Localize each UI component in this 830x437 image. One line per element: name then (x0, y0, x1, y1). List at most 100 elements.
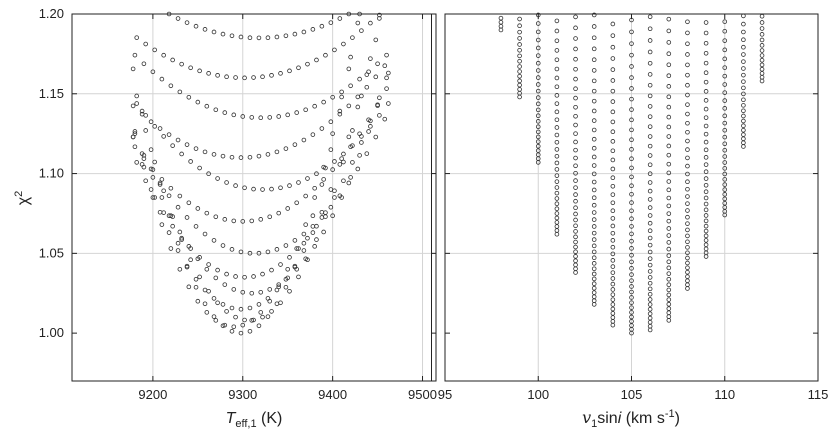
left-data-point (265, 249, 271, 255)
left-data-point (204, 210, 210, 216)
right-data-point (703, 115, 709, 120)
left-data-point (143, 128, 148, 133)
right-data-point (610, 44, 616, 50)
right-data-point (647, 242, 653, 248)
left-data-point (373, 134, 379, 140)
right-data-point (629, 137, 634, 143)
right-data-point (703, 60, 709, 66)
right-data-point (647, 280, 653, 286)
left-data-point (211, 29, 217, 35)
left-data-point (249, 290, 255, 296)
right-data-point (535, 134, 541, 140)
left-data-point (310, 27, 316, 32)
right-data-point (647, 143, 653, 149)
left-data-point (368, 56, 373, 61)
left-data-point (193, 224, 199, 229)
right-data-point (722, 182, 728, 187)
right-data-point (629, 86, 634, 91)
left-data-point (139, 108, 145, 114)
left-data-point (384, 75, 389, 81)
left-data-point (366, 117, 371, 123)
left-data-point (287, 288, 292, 294)
left-data-point (366, 69, 371, 75)
right-data-point (647, 327, 653, 333)
right-data-point (666, 187, 672, 193)
right-data-point (722, 19, 728, 24)
right-data-point (647, 49, 653, 55)
right-data-point (591, 210, 597, 215)
left-data-point (337, 193, 343, 199)
left-data-point (175, 137, 181, 143)
left-data-point (337, 16, 343, 21)
right-data-point (703, 30, 709, 36)
right-data-point (573, 76, 578, 82)
right-data-point (610, 129, 616, 135)
left-data-point (274, 149, 280, 155)
right-data-point (610, 223, 616, 229)
right-data-point (666, 161, 672, 167)
left-data-point (168, 83, 174, 89)
left-data-point (215, 267, 220, 273)
right-data-point (741, 132, 746, 137)
right-data-point (666, 40, 672, 45)
right-data-point (703, 201, 709, 207)
right-data-point (610, 139, 616, 144)
right-data-point (703, 254, 709, 259)
right-data-point (722, 65, 728, 70)
left-data-point (188, 257, 193, 262)
left-data-point (301, 240, 307, 246)
right-data-point (535, 148, 541, 153)
left-data-point (193, 276, 199, 282)
left-data-point (285, 267, 291, 272)
left-data-point (339, 94, 344, 100)
right-data-point (685, 286, 690, 291)
right-data-point (629, 246, 634, 251)
right-x-tick-label: 105 (621, 387, 643, 402)
left-data-point (332, 195, 337, 200)
right-data-point (535, 124, 541, 130)
right-data-point (573, 258, 578, 264)
right-points (498, 12, 765, 336)
right-x-axis-label: v1sini (km s-1) (582, 408, 680, 430)
left-data-point (233, 183, 238, 188)
right-data-point (591, 271, 597, 277)
left-data-point (296, 65, 301, 71)
right-data-point (722, 120, 728, 126)
right-data-point (591, 163, 597, 168)
right-data-point (591, 98, 597, 104)
left-data-point (177, 89, 183, 95)
left-data-point (141, 61, 147, 67)
right-data-point (591, 108, 597, 114)
left-data-point (258, 115, 264, 121)
right-data-point (610, 315, 616, 320)
left-data-point (285, 112, 291, 118)
right-data-point (498, 20, 504, 25)
left-data-point (148, 147, 154, 152)
left-data-point (285, 206, 291, 211)
right-data-point (647, 197, 653, 202)
left-data-point (355, 166, 361, 172)
right-data-point (573, 229, 578, 234)
right-data-point (685, 260, 690, 266)
left-data-point (332, 159, 337, 164)
right-data-point (685, 52, 690, 57)
left-data-point (231, 218, 237, 224)
right-data-point (610, 302, 616, 307)
right-data-point (685, 278, 690, 284)
right-data-point (573, 95, 578, 101)
left-data-point (130, 134, 136, 140)
right-data-point (741, 136, 746, 142)
right-data-point (647, 235, 653, 241)
left-data-point (139, 111, 145, 117)
left-data-point (328, 147, 334, 152)
left-data-point (274, 287, 280, 293)
right-data-point (647, 171, 653, 177)
left-data-point (166, 193, 172, 199)
right-data-point (703, 246, 709, 252)
left-data-point (287, 183, 292, 188)
left-data-point (231, 324, 237, 330)
left-data-point (242, 185, 247, 191)
right-data-point (573, 155, 578, 161)
right-data-point (554, 93, 560, 98)
left-data-point (375, 61, 380, 67)
